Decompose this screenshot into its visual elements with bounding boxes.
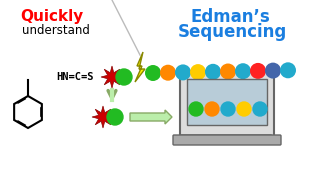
Circle shape [116, 69, 132, 85]
Circle shape [190, 64, 206, 80]
Circle shape [265, 63, 281, 79]
Circle shape [175, 64, 191, 80]
Polygon shape [101, 66, 123, 88]
Circle shape [250, 63, 266, 79]
Circle shape [107, 109, 123, 125]
Text: Quickly: Quickly [20, 10, 84, 24]
Circle shape [220, 64, 236, 80]
Circle shape [160, 65, 176, 81]
Text: Edman’s: Edman’s [190, 8, 270, 26]
Text: HN=C=S: HN=C=S [56, 72, 94, 82]
Circle shape [237, 102, 251, 116]
Polygon shape [92, 106, 114, 128]
Polygon shape [178, 135, 274, 137]
Circle shape [205, 64, 221, 80]
Circle shape [189, 102, 203, 116]
Text: understand: understand [22, 24, 90, 37]
Circle shape [280, 62, 296, 78]
FancyBboxPatch shape [187, 79, 267, 125]
Text: Sequencing: Sequencing [177, 23, 287, 41]
Polygon shape [135, 52, 145, 82]
Polygon shape [130, 110, 172, 124]
Circle shape [205, 102, 219, 116]
Circle shape [253, 102, 267, 116]
FancyBboxPatch shape [180, 71, 274, 137]
Circle shape [221, 102, 235, 116]
FancyBboxPatch shape [173, 135, 281, 145]
Circle shape [235, 63, 251, 79]
Circle shape [145, 65, 161, 81]
